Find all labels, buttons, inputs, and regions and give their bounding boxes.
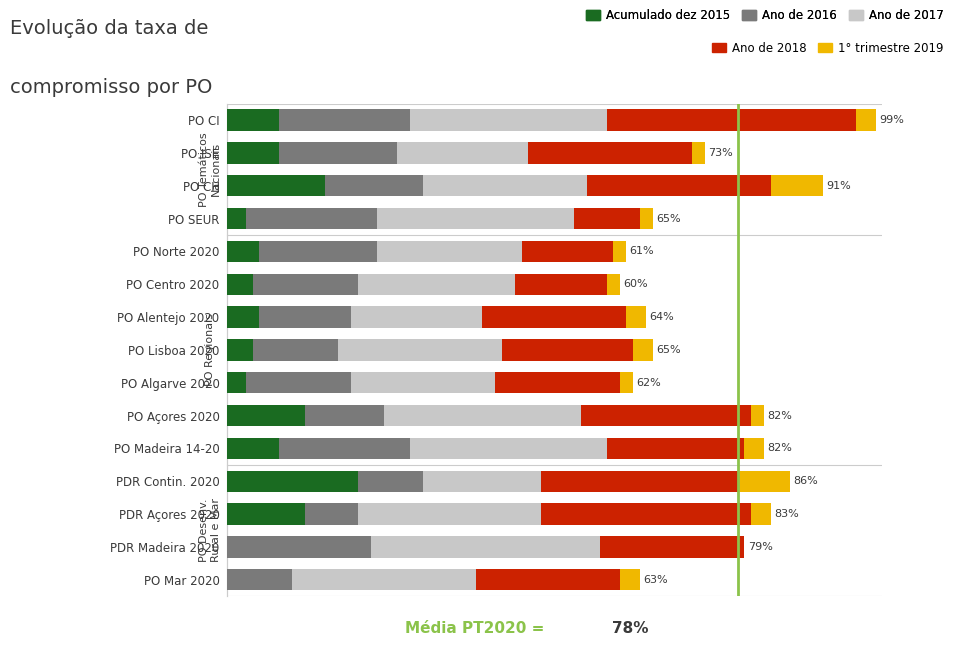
Text: 63%: 63% [643,575,667,584]
Bar [856,110,875,131]
Bar [306,405,384,426]
Bar [384,405,580,426]
Bar [580,405,751,426]
Bar [541,470,737,492]
Bar [627,307,646,328]
Bar [325,175,423,196]
Bar [227,372,246,393]
Text: 83%: 83% [774,509,798,519]
Bar [227,537,371,557]
Bar [751,503,770,525]
Bar [423,175,587,196]
Text: 82%: 82% [767,411,792,421]
Bar [253,273,358,295]
Text: 62%: 62% [636,378,661,388]
Text: 78%: 78% [612,621,649,636]
Bar [227,110,279,131]
Bar [227,143,279,163]
Bar [227,470,358,492]
Bar [633,340,653,360]
Text: PO Temáticos
Nacionais: PO Temáticos Nacionais [200,132,221,207]
Bar [692,143,705,163]
Bar [751,405,764,426]
Bar [770,175,823,196]
Bar [338,340,502,360]
Bar [423,470,541,492]
Bar [574,208,639,229]
Bar [227,241,259,262]
Bar [606,273,620,295]
Bar [279,110,410,131]
Text: 65%: 65% [656,214,681,224]
Bar [279,143,397,163]
Text: 60%: 60% [623,279,648,289]
Bar [227,438,279,459]
Text: 61%: 61% [629,246,655,257]
Bar [744,438,764,459]
Text: Média PT2020 =: Média PT2020 = [405,621,545,636]
Bar [601,537,744,557]
Bar [358,273,515,295]
Bar [587,175,770,196]
Bar [227,569,292,590]
Bar [227,273,253,295]
Bar [515,273,606,295]
Bar [227,340,253,360]
Bar [377,241,522,262]
Bar [351,307,482,328]
Bar [377,208,574,229]
Bar [620,372,633,393]
Bar [371,537,601,557]
Text: PO Desenv.
Rural e Mar: PO Desenv. Rural e Mar [200,498,221,562]
Bar [246,372,351,393]
Bar [358,503,541,525]
Bar [639,208,653,229]
Text: 82%: 82% [767,443,792,454]
Bar [528,143,692,163]
Bar [246,208,377,229]
Bar [227,175,325,196]
Bar [259,307,351,328]
Text: 91%: 91% [826,181,851,191]
Text: PO Regionais: PO Regionais [205,314,215,386]
Bar [737,470,790,492]
Bar [606,438,744,459]
Bar [227,503,306,525]
Bar [227,405,306,426]
Bar [227,307,259,328]
Bar [259,241,377,262]
Text: Evolução da taxa de: Evolução da taxa de [10,19,208,38]
Bar [279,438,410,459]
Text: 73%: 73% [709,148,733,158]
Bar [397,143,528,163]
Bar [253,340,338,360]
Bar [495,372,620,393]
Bar [410,110,606,131]
Bar [358,470,423,492]
Legend: Ano de 2018, 1° trimestre 2019: Ano de 2018, 1° trimestre 2019 [711,41,944,54]
Text: 65%: 65% [656,345,681,355]
Text: 86%: 86% [793,476,818,486]
Bar [620,569,639,590]
Bar [541,503,751,525]
Text: 99%: 99% [879,115,903,125]
Text: 79%: 79% [748,542,772,552]
Text: compromisso por PO: compromisso por PO [10,78,212,97]
Bar [306,503,358,525]
Text: 64%: 64% [650,312,674,322]
Bar [522,241,613,262]
Legend: Acumulado dez 2015, Ano de 2016, Ano de 2017: Acumulado dez 2015, Ano de 2016, Ano de … [586,9,944,22]
Bar [502,340,633,360]
Bar [606,110,856,131]
Bar [475,569,620,590]
Bar [613,241,627,262]
Bar [482,307,627,328]
Bar [351,372,495,393]
Bar [227,208,246,229]
Bar [410,438,606,459]
Bar [292,569,475,590]
